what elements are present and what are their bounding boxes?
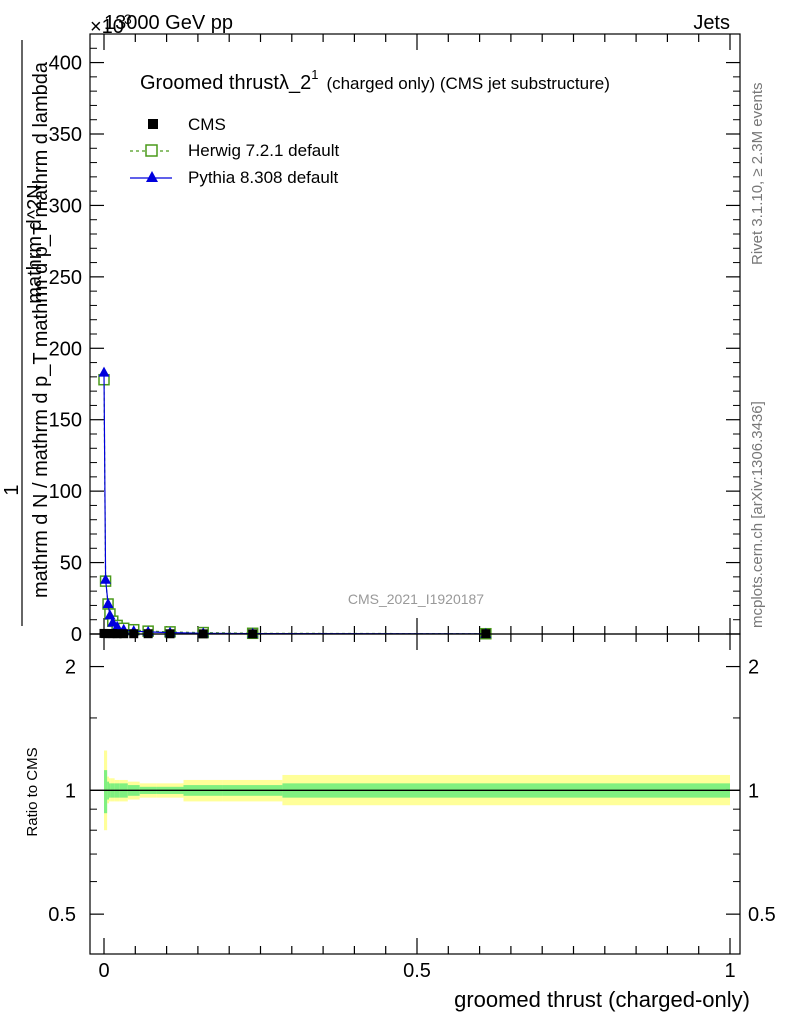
ratio-y-label: Ratio to CMS — [24, 747, 41, 836]
x-tick-label: 0 — [98, 960, 109, 982]
main-y-tick-label: 350 — [49, 124, 82, 146]
title-main: Groomed thrust — [140, 72, 279, 94]
y-label-frac-top: mathrm d^2N — [24, 184, 46, 303]
x-axis-label: groomed thrust (charged-only) — [454, 987, 750, 1012]
legend: CMS Herwig 7.2.1 default Pythia 8.308 de… — [130, 115, 339, 187]
ratio-y-tick-label: 0.5 — [48, 904, 76, 926]
ratio-x-axis: 0 0.5 1 — [98, 634, 736, 982]
ratio-plot-frame — [89, 633, 741, 955]
chart-title: Groomed thrustλ_21 (charged only) (CMS je… — [140, 67, 610, 94]
energy-label: 13000 GeV pp — [104, 12, 233, 34]
ratio-y-tick-label-right: 1 — [748, 780, 759, 802]
pythia-point — [102, 598, 114, 608]
main-y-tick-label: 150 — [49, 410, 82, 432]
svg-text:Groomed thrustλ_21(charged onl: Groomed thrustλ_21 (charged only) (CMS je… — [140, 67, 610, 94]
title-rest: (charged only) (CMS jet substructure) — [326, 74, 609, 93]
main-y-axis-label: mathrm d^2N 1 mathrm d N / mathrm d p_T … — [1, 40, 52, 626]
main-y-tick-label: 250 — [49, 267, 82, 289]
main-y-axis: 0 50 100 150 200 250 300 350 400 — [49, 47, 740, 646]
main-y-tick-label: 0 — [71, 624, 82, 646]
x-tick-label: 1 — [724, 960, 735, 982]
ratio-y-axis: 0.5 0.5 1 1 2 2 — [48, 657, 776, 927]
ratio-inner-band — [104, 770, 108, 814]
main-y-tick-label: 300 — [49, 195, 82, 217]
y-label-numerator: 1 — [1, 484, 23, 495]
legend-pythia-marker — [146, 171, 158, 182]
pythia-point — [111, 620, 123, 631]
legend-herwig-marker — [145, 144, 158, 157]
ratio-y-tick-label: 1 — [65, 780, 76, 802]
process-label: Jets — [693, 12, 730, 34]
legend-pythia-label: Pythia 8.308 default — [188, 168, 339, 187]
title-lambda: λ_2 — [279, 72, 311, 94]
main-y-tick-label: 400 — [49, 53, 82, 75]
pythia-point — [98, 366, 110, 377]
main-x-ticks — [103, 34, 731, 634]
legend-cms-marker — [148, 119, 158, 129]
legend-herwig-label: Herwig 7.2.1 default — [188, 141, 339, 160]
ratio-y-tick-label: 2 — [65, 657, 76, 679]
pythia-point — [100, 573, 112, 584]
main-y-tick-label: 50 — [60, 553, 82, 575]
ratio-y-tick-label-right: 0.5 — [748, 904, 776, 926]
main-y-tick-label: 200 — [49, 338, 82, 360]
x-tick-label: 0.5 — [403, 960, 431, 982]
main-y-tick-label: 100 — [49, 481, 82, 503]
analysis-id: CMS_2021_I1920187 — [348, 591, 484, 607]
mcplots-label: mcplots.cern.ch [arXiv:1306.3436] — [749, 401, 766, 628]
title-superscript: 1 — [311, 67, 318, 82]
legend-cms-label: CMS — [188, 115, 226, 134]
y-label-denominator: mathrm d N / mathrm d p_T mathrm d p_T m… — [30, 61, 52, 598]
rivet-label: Rivet 3.1.10, ≥ 2.3M events — [749, 83, 766, 266]
ratio-y-tick-label-right: 2 — [748, 657, 759, 679]
